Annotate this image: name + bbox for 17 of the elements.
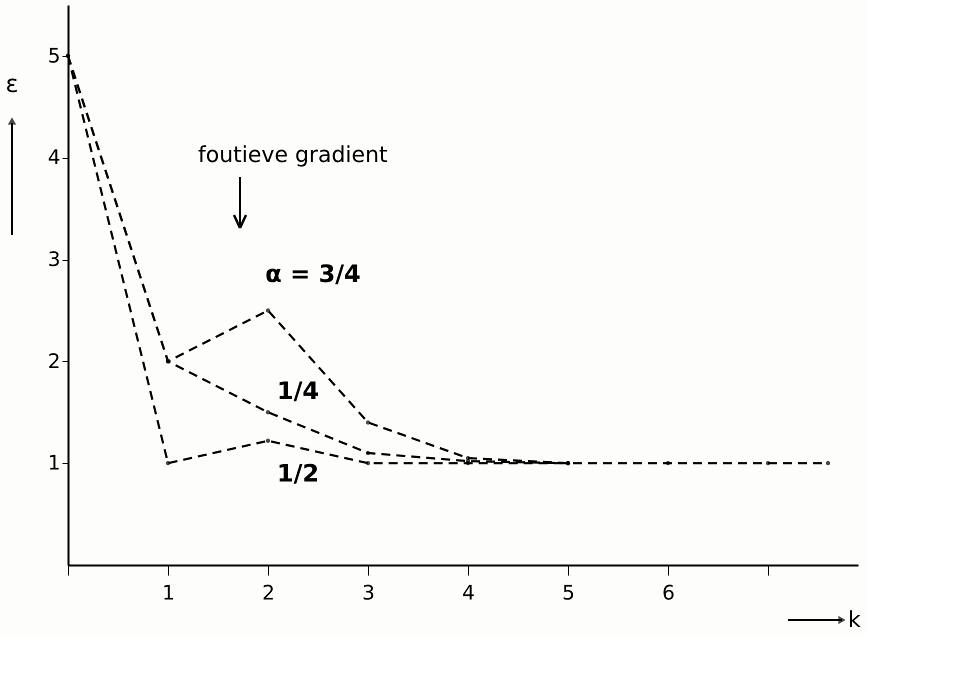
y-tick-label: 4	[48, 145, 60, 170]
y-axis-title: ε	[6, 70, 18, 98]
x-tick-label: 4	[462, 580, 475, 604]
x-tick-label: 2	[262, 580, 275, 604]
series-label: 1/4	[276, 376, 320, 405]
series-label: 1/2	[276, 459, 320, 488]
x-tick-label: 3	[362, 580, 375, 604]
series-label: α = 3/4	[265, 260, 361, 288]
y-tick-label: 2	[48, 348, 60, 373]
y-tick-label: 1	[48, 450, 60, 475]
x-tick-label: 5	[562, 580, 575, 604]
x-tick-label: 1	[162, 580, 175, 604]
annotation: foutieve gradient	[198, 143, 388, 168]
x-axis-title: k	[848, 608, 861, 633]
y-tick-label: 5	[48, 43, 60, 68]
y-tick-label: 3	[48, 247, 60, 272]
x-tick-label: 6	[662, 580, 675, 604]
